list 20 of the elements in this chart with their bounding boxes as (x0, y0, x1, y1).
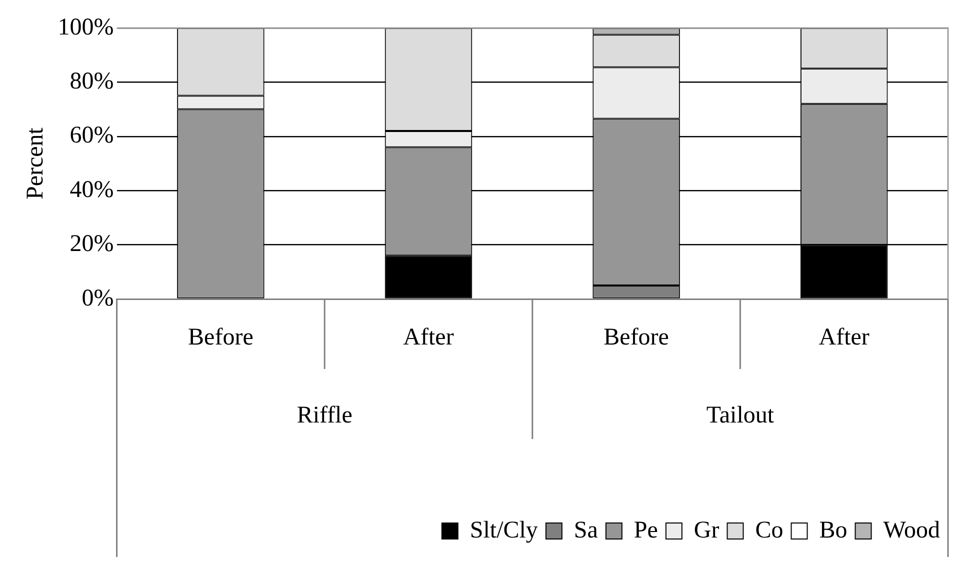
text: Riffle (296, 402, 352, 428)
legend-label: Slt/Cly (470, 517, 538, 544)
legend-label: Gr (694, 517, 720, 544)
legend-label: Co (755, 517, 784, 544)
legend-label: Sa (574, 517, 598, 544)
x-tick-label: Before (604, 324, 669, 351)
legend-label: Wood (883, 517, 940, 544)
y-axis-title: Percent (22, 127, 49, 200)
legend-label: Pe (634, 517, 658, 544)
x-tick-label: After (818, 324, 870, 351)
x-tick-label: Before (188, 324, 254, 351)
y-tick-label: 100% (58, 14, 114, 40)
x-tick-label: After (403, 324, 454, 351)
y-tick-label: 80% (70, 68, 114, 94)
y-tick-label: 40% (70, 176, 114, 203)
y-tick-label: 0% (82, 285, 114, 312)
legend-label: Bo (819, 517, 848, 544)
y-tick-label: 20% (70, 231, 114, 258)
text: Tailout (706, 402, 774, 428)
y-tick-label: 60% (70, 122, 114, 149)
